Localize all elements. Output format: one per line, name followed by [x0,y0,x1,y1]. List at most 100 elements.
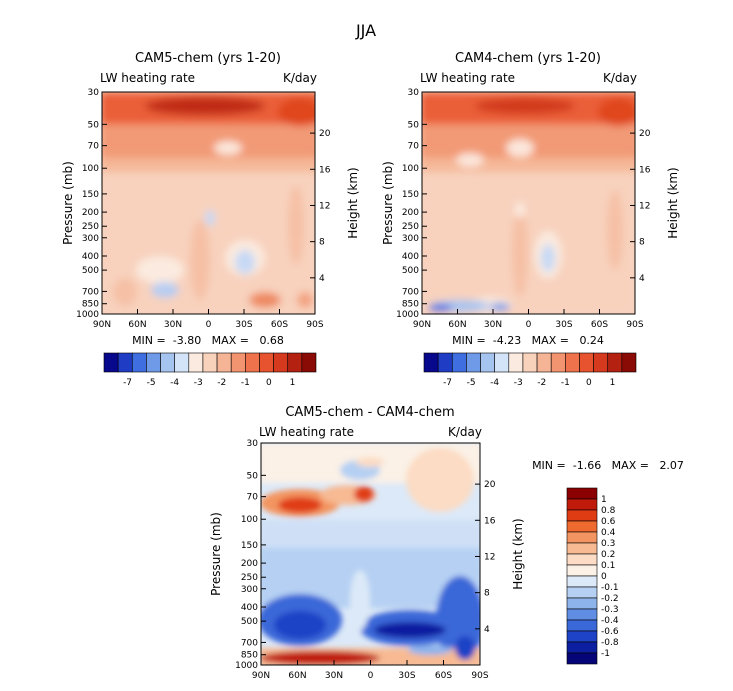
ytick-label: 1000 [396,310,419,320]
y2tick-label: 12 [484,552,495,562]
xtick-label: 0 [206,320,212,330]
colorbar-cell [566,487,598,500]
colorbar-label: -5 [147,378,156,388]
xtick-label: 30S [555,320,572,330]
colorbar-cell [536,352,552,373]
ytick-label: 50 [88,120,100,130]
colorbar-cell [566,608,598,621]
panel-diff-units-label: K/day [448,425,482,439]
y2tick-label: 8 [484,589,490,599]
figure-title: JJA [355,21,376,40]
colorbar-label: -0.6 [601,627,619,637]
panel-cam4-ylabel: Pressure (mb) [381,161,395,245]
panel-cam4-variable-label: LW heating rate [420,71,515,85]
y2tick-label: 20 [484,480,496,490]
colorbar-cell [593,352,609,373]
colorbar-cell [550,352,566,373]
xtick-label: 60N [128,320,146,330]
colorbar-cell [566,498,598,511]
colorbar-label: -1 [241,378,250,388]
panel-cam5-field [102,92,315,314]
colorbar-cell [566,630,598,643]
colorbar-cell [216,352,232,373]
y2tick-label: 20 [319,129,331,139]
colorbar-cell [131,352,147,373]
colorbar-label: -0.4 [601,616,619,626]
colorbar-cell [188,352,204,373]
ytick-label: 400 [241,603,258,613]
xtick-label: 60N [448,320,466,330]
panel-diff-colorbar: 10.80.60.40.30.20.10-0.1-0.2-0.3-0.4-0.6… [566,487,619,665]
colorbar-label: -4 [170,378,179,388]
xtick-label: 90S [626,320,643,330]
colorbar-cell [565,352,580,373]
colorbar-label: 0 [266,378,272,388]
xtick-label: 60N [288,671,306,681]
ytick-label: 700 [241,638,258,648]
xtick-label: 30N [325,671,343,681]
colorbar-label: -0.1 [601,583,619,593]
panel-diff-ylabel: Pressure (mb) [209,512,223,596]
colorbar-cell [566,619,598,632]
colorbar-cell [423,352,439,373]
panel-cam4-title: CAM4-chem (yrs 1-20) [455,51,601,66]
colorbar-cell [466,352,481,373]
xtick-label: 30N [484,320,502,330]
colorbar-cell [566,575,598,588]
colorbar-label: 0.6 [601,517,616,527]
panel-diff-stats: MIN = -1.66 MAX = 2.07 [532,459,684,472]
xtick-label: 30S [398,671,415,681]
panel-cam4-colorbar: -7 -5 -4 -3 -2 -1 0 1 [423,352,637,388]
ytick-label: 200 [241,559,258,569]
ytick-label: 850 [82,300,99,310]
ytick-label: 1000 [76,310,99,320]
colorbar-label: -3 [194,378,203,388]
colorbar-cell [202,352,218,373]
ytick-label: 70 [247,493,259,503]
ytick-label: 100 [82,164,99,174]
panel-diff: CAM5-chem - CAM4-chem LW heating rate K/… [209,405,684,681]
colorbar-cell [566,542,598,555]
y2tick-label: 12 [639,201,650,211]
colorbar-label: -2 [537,378,546,388]
y2tick-label: 8 [639,238,645,248]
ytick-label: 70 [408,142,420,152]
colorbar-cell [566,564,598,577]
colorbar-cell [259,352,274,373]
panel-cam5-variable-label: LW heating rate [100,71,195,85]
colorbar-cell [117,352,133,373]
colorbar-label: 0.3 [601,539,615,549]
colorbar-cell [146,352,161,373]
ytick-label: 300 [402,234,419,244]
colorbar-cell [451,352,467,373]
colorbar-cell [566,520,598,533]
panel-cam5-stats: MIN = -3.80 MAX = 0.68 [132,334,284,347]
colorbar-cell [566,586,598,599]
colorbar-label: 0.1 [601,561,615,571]
panel-diff-field [261,443,480,665]
ytick-label: 200 [402,208,419,218]
xtick-label: 90N [252,671,270,681]
ytick-label: 150 [82,190,99,200]
colorbar-label: -7 [443,378,452,388]
xtick-label: 90N [93,320,111,330]
colorbar-label: 0 [586,378,592,388]
colorbar-cell [230,352,246,373]
panel-diff-y2label: Height (km) [511,518,525,589]
colorbar-label: -2 [217,378,226,388]
colorbar-cell [566,652,598,665]
colorbar-label: -1 [601,649,610,659]
ytick-label: 300 [241,585,258,595]
colorbar-cell [522,352,538,373]
colorbar-cell [607,352,623,373]
y2tick-label: 16 [319,165,331,175]
colorbar-label: -0.3 [601,605,619,615]
ytick-label: 30 [408,88,420,98]
xtick-label: 60S [435,671,452,681]
xtick-label: 30S [235,320,252,330]
ytick-label: 500 [82,266,99,276]
ytick-label: 500 [241,617,258,627]
